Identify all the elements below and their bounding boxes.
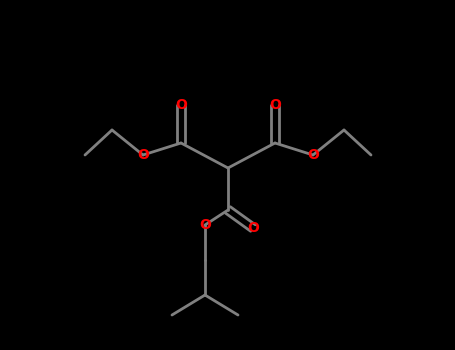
Text: O: O xyxy=(199,218,211,232)
Text: O: O xyxy=(269,98,281,112)
Text: O: O xyxy=(137,148,149,162)
Text: O: O xyxy=(247,221,259,235)
Text: O: O xyxy=(307,148,319,162)
Text: O: O xyxy=(175,98,187,112)
